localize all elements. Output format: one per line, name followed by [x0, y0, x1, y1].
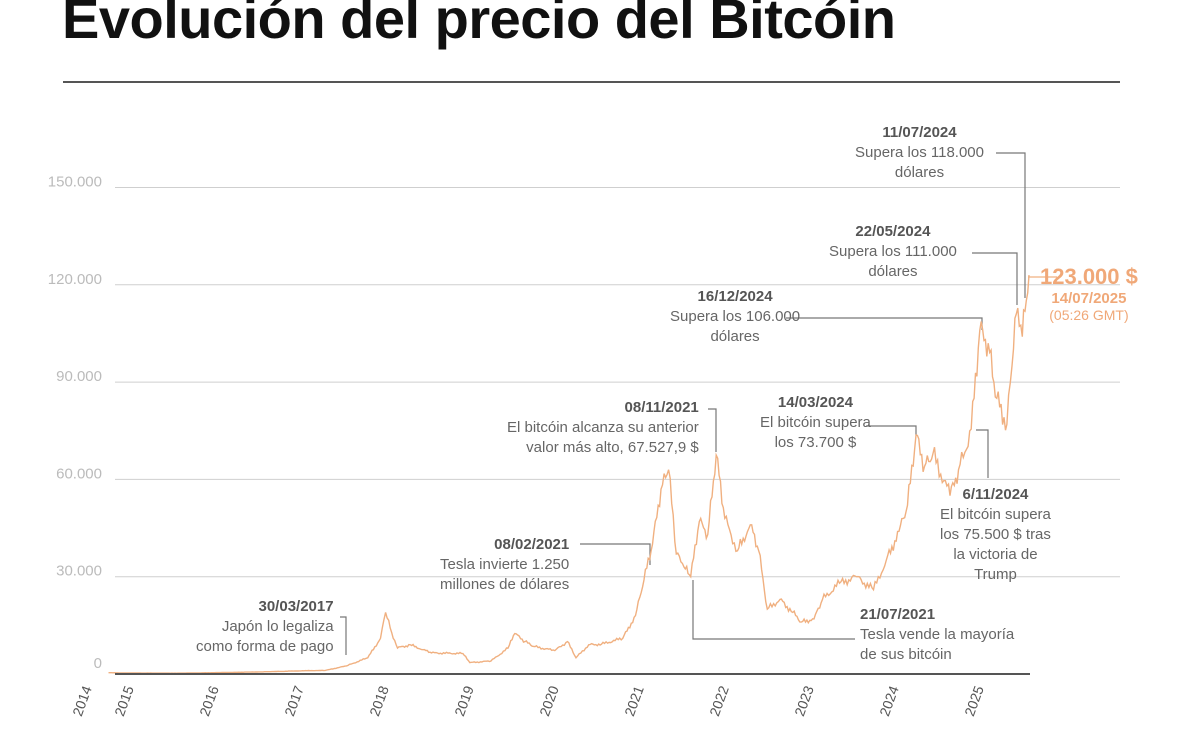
annotation-date: 08/02/2021: [494, 536, 570, 553]
x-tick-label: 2017: [281, 683, 307, 718]
annotation-japan: 30/03/2017 Japón lo legaliza como forma …: [196, 597, 334, 657]
x-tick-label: 2020: [536, 683, 562, 718]
annotation-trump: 6/11/2024 El bitcóin supera los 75.500 $…: [940, 485, 1051, 585]
annotation-date: 16/12/2024: [697, 288, 773, 305]
annotation-date: 30/03/2017: [258, 598, 334, 615]
annotation-text: Supera los 118.000: [855, 144, 984, 161]
leader-a1: [340, 616, 347, 655]
annotation-text: Tesla invierte 1.250: [440, 556, 570, 573]
annotation-text: la victoria de: [953, 546, 1038, 563]
price-line: [108, 275, 1030, 674]
annotation-text: dólares: [710, 328, 760, 345]
y-tick-label: 30.000: [56, 563, 102, 580]
y-tick-label: 60.000: [56, 465, 102, 482]
annotation-111000: 22/05/2024 Supera los 111.000 dólares: [829, 222, 957, 282]
current-date: 14/07/2025: [1051, 290, 1127, 307]
y-tick-label: 90.000: [56, 368, 102, 385]
current-time: (05:26 GMT): [1049, 307, 1129, 323]
x-tick-label: 2024: [876, 683, 902, 718]
y-tick-label: 150.000: [48, 174, 102, 191]
annotation-text: de sus bitcóin: [860, 646, 952, 663]
x-tick-label: 2015: [111, 683, 137, 718]
leader-a2: [580, 543, 651, 565]
annotation-text: Trump: [974, 566, 1017, 583]
current-price-highlight: 123.000 $ 14/07/2025 (05:26 GMT): [1040, 264, 1138, 323]
annotation-tesla-sell: 21/07/2021 Tesla vende la mayoría de sus…: [860, 605, 1014, 665]
annotation-text: los 75.500 $ tras: [940, 526, 1051, 543]
y-tick-label: 0: [94, 655, 102, 672]
x-tick-label: 2022: [706, 683, 732, 718]
x-tick-label: 2019: [451, 683, 477, 718]
annotation-2021-ath: 08/11/2021 El bitcóin alcanza su anterio…: [507, 398, 699, 458]
leader-a4: [692, 580, 855, 640]
x-tick-label: 2021: [621, 683, 647, 718]
leader-a9: [996, 152, 1026, 298]
annotation-text: Supera los 106.000: [670, 308, 801, 325]
annotation-text: Tesla vende la mayoría: [860, 626, 1015, 643]
annotation-date: 11/07/2024: [882, 124, 957, 141]
leader-a6: [976, 429, 989, 478]
annotation-date: 6/11/2024: [962, 486, 1029, 503]
annotation-text: El bitcóin supera: [940, 506, 1051, 523]
annotation-date: 22/05/2024: [855, 223, 931, 240]
leader-a5: [866, 425, 917, 435]
y-tick-label: 120.000: [48, 271, 102, 288]
annotation-text: valor más alto, 67.527,9 $: [526, 439, 699, 456]
annotation-text: El bitcóin supera: [760, 414, 871, 431]
annotation-text: dólares: [894, 164, 945, 181]
annotation-date: 08/11/2021: [624, 399, 699, 416]
x-tick-label: 2018: [366, 683, 392, 718]
annotation-118000: 11/07/2024 Supera los 118.000 dólares: [855, 123, 984, 183]
annotation-text: Supera los 111.000: [829, 243, 957, 260]
x-tick-label: 2023: [791, 683, 817, 718]
title-divider: [63, 81, 1120, 83]
leader-a8: [972, 252, 1018, 305]
current-price: 123.000 $: [1040, 264, 1138, 289]
leader-a3: [708, 408, 717, 452]
annotation-text: Japón lo legaliza: [221, 618, 334, 635]
annotation-text: como forma de pago: [196, 638, 334, 655]
x-tick-label: 2014: [69, 683, 95, 718]
leader-a7: [786, 317, 983, 330]
annotation-text: los 73.700 $: [774, 434, 857, 451]
annotation-106000: 16/12/2024 Supera los 106.000 dólares: [670, 287, 800, 347]
annotation-date: 14/03/2024: [777, 394, 853, 411]
annotation-text: El bitcóin alcanza su anterior: [507, 419, 699, 436]
annotation-73700: 14/03/2024 El bitcóin supera los 73.700 …: [760, 393, 871, 453]
chart-title: Evolución del precio del Bitcóin: [62, 0, 896, 50]
annotation-text: millones de dólares: [440, 576, 570, 593]
annotation-date: 21/07/2021: [860, 606, 936, 623]
x-tick-label: 2016: [196, 683, 222, 718]
annotation-tesla-buy: 08/02/2021 Tesla invierte 1.250 millones…: [440, 535, 569, 595]
annotation-text: dólares: [868, 263, 918, 280]
x-tick-label: 2025: [961, 683, 987, 718]
